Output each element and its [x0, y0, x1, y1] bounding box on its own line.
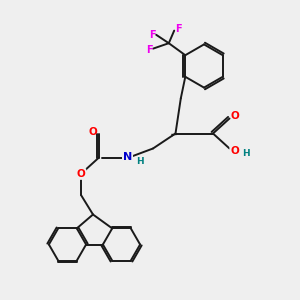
Text: H: H [136, 157, 144, 166]
Text: O: O [76, 169, 85, 179]
Text: O: O [230, 111, 239, 122]
Text: O: O [230, 146, 239, 156]
Text: F: F [175, 24, 182, 34]
Text: H: H [242, 149, 250, 158]
Text: F: F [146, 45, 152, 55]
Text: N: N [123, 152, 132, 163]
Text: F: F [149, 30, 155, 40]
Text: O: O [88, 127, 97, 137]
